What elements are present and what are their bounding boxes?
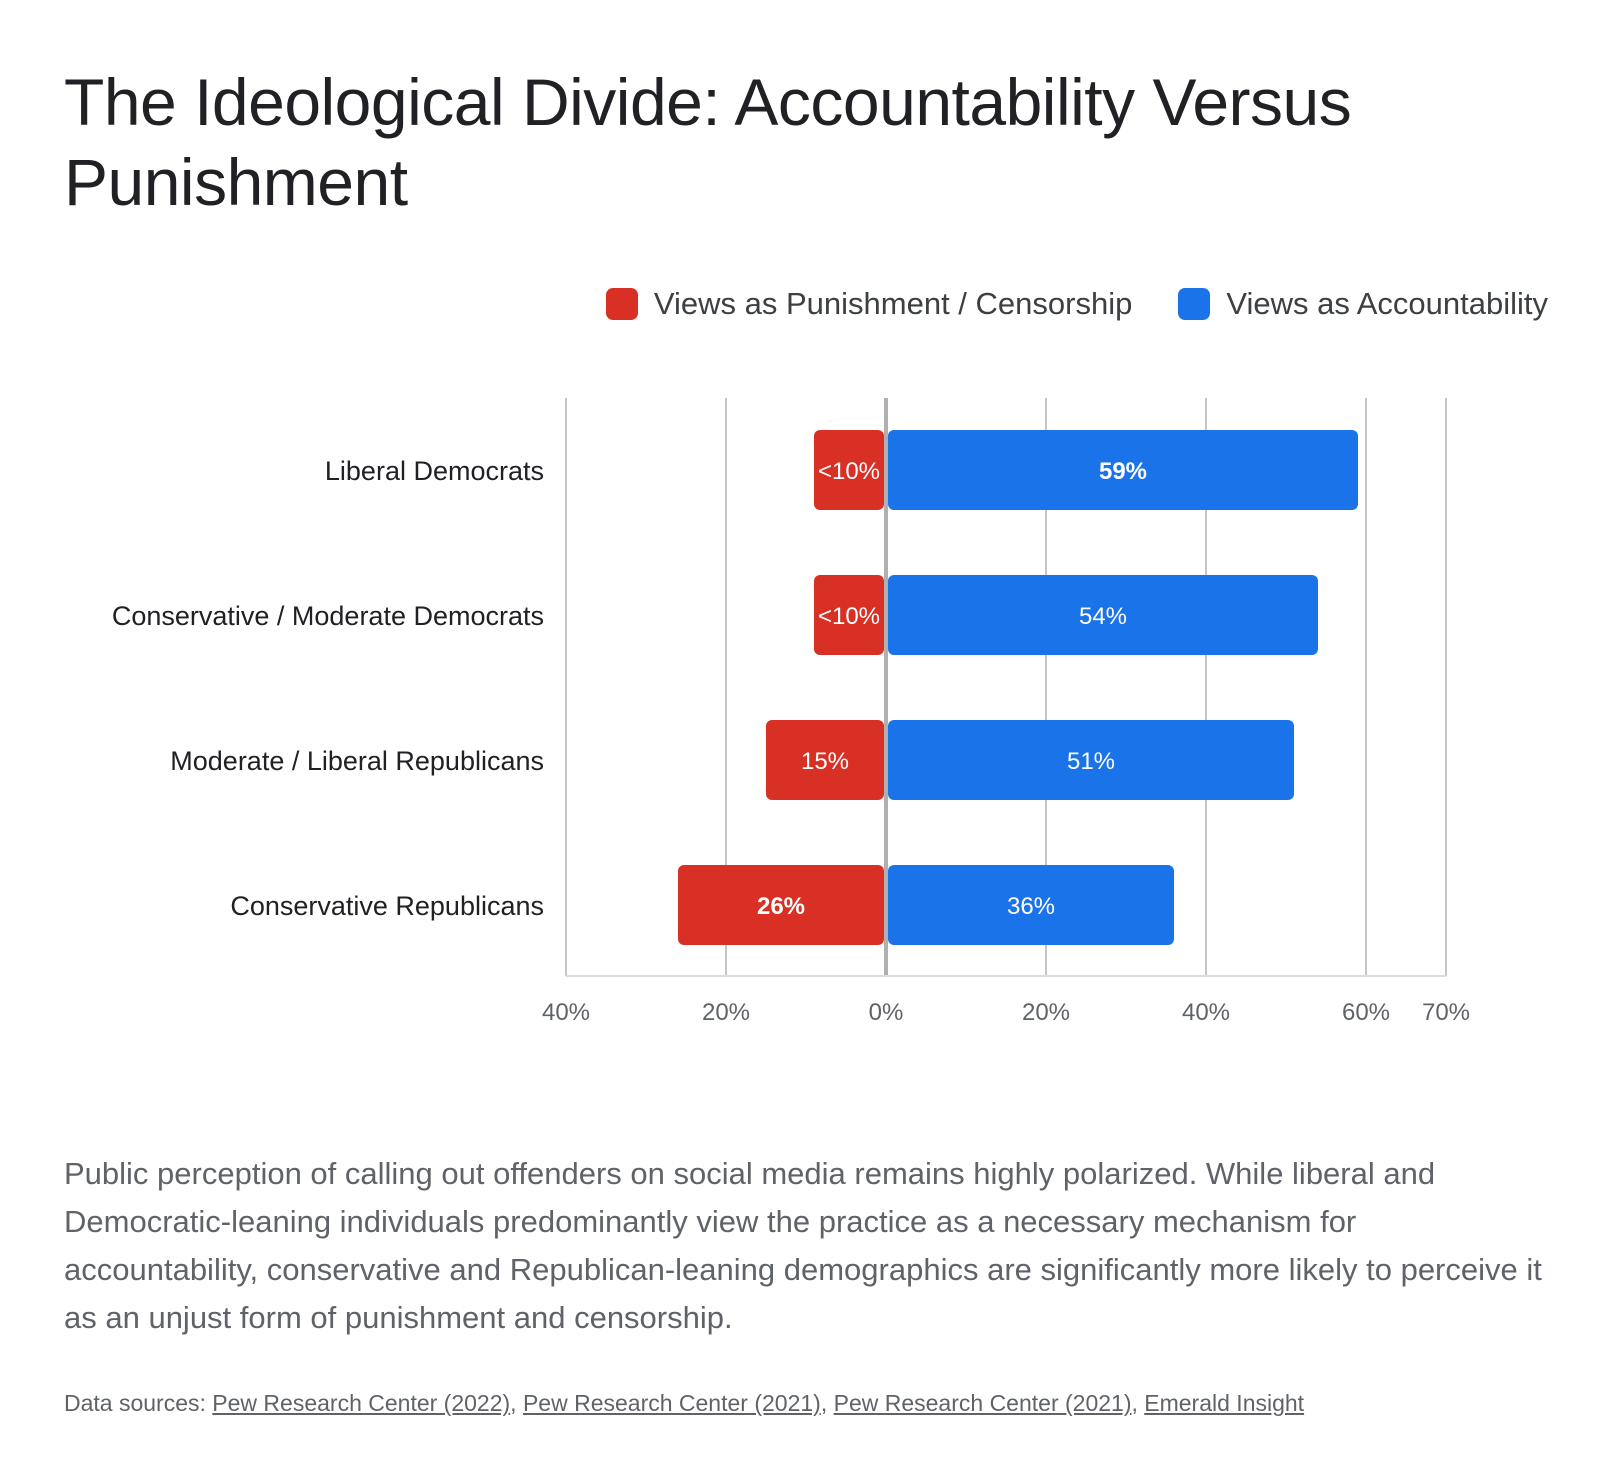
- x-tick-label-3: 20%: [1022, 999, 1070, 1026]
- x-tick-label-1: 20%: [702, 999, 750, 1026]
- bar-label-punishment-3: 26%: [757, 893, 805, 920]
- data-sources: Data sources: Pew Research Center (2022)…: [64, 1390, 1305, 1416]
- sources-prefix: Data sources:: [64, 1390, 213, 1416]
- legend-label-accountability: Views as Accountability: [1226, 286, 1548, 321]
- bar-label-accountability-1: 54%: [1079, 603, 1127, 630]
- x-tick-label-0: 40%: [542, 999, 590, 1026]
- bar-punishment-0: [814, 430, 884, 510]
- bar-label-punishment-2: 15%: [801, 748, 849, 775]
- bar-label-accountability-2: 51%: [1067, 748, 1115, 775]
- x-tick-label-6: 70%: [1422, 999, 1470, 1026]
- chart-description: Public perception of calling out offende…: [64, 1156, 1542, 1335]
- x-tick-label-4: 40%: [1182, 999, 1230, 1026]
- legend-item-punishment: Views as Punishment / Censorship: [605, 286, 1133, 322]
- bar-accountability-2: [888, 720, 1294, 800]
- category-label-3: Conservative Republicans: [230, 891, 544, 921]
- legend-swatch-accountability: [1178, 288, 1211, 320]
- diverging-bar-chart: 40% 20% 0% 20% 40% 60% 70% Liberal Democrats <10…: [112, 398, 1470, 1026]
- bar-label-accountability-3: 36%: [1007, 893, 1055, 920]
- bar-punishment-2: [766, 720, 884, 800]
- category-label-2: Moderate / Liberal Republicans: [170, 746, 544, 776]
- bar-accountability-3: [888, 865, 1174, 945]
- legend-label-punishment: Views as Punishment / Censorship: [653, 286, 1133, 321]
- source-link-4[interactable]: Emerald Insight: [1144, 1390, 1305, 1416]
- bar-punishment-1: [814, 575, 884, 655]
- bar-label-accountability-0: 59%: [1099, 458, 1147, 485]
- source-link-1[interactable]: Pew Research Center (2022): [212, 1390, 511, 1416]
- source-link-2[interactable]: Pew Research Center (2021): [522, 1390, 821, 1416]
- bar-label-punishment-0: <10%: [818, 458, 880, 485]
- x-tick-label-2: 0%: [869, 999, 904, 1026]
- legend-swatch-punishment: [605, 288, 638, 320]
- x-tick-label-5: 60%: [1342, 999, 1390, 1026]
- bar-label-punishment-1: <10%: [818, 603, 880, 630]
- legend: Views as Punishment / Censorship Views a…: [605, 286, 1548, 322]
- chart-title: The Ideological Divide: Accountability V…: [64, 65, 1352, 219]
- legend-item-accountability: Views as Accountability: [1178, 286, 1548, 322]
- bar-punishment-3: [678, 865, 884, 945]
- bar-accountability-0: [888, 430, 1358, 510]
- bar-accountability-1: [888, 575, 1318, 655]
- category-label-0: Liberal Democrats: [325, 456, 544, 486]
- source-link-3[interactable]: Pew Research Center (2021): [833, 1390, 1132, 1416]
- category-label-1: Conservative / Moderate Democrats: [112, 601, 544, 631]
